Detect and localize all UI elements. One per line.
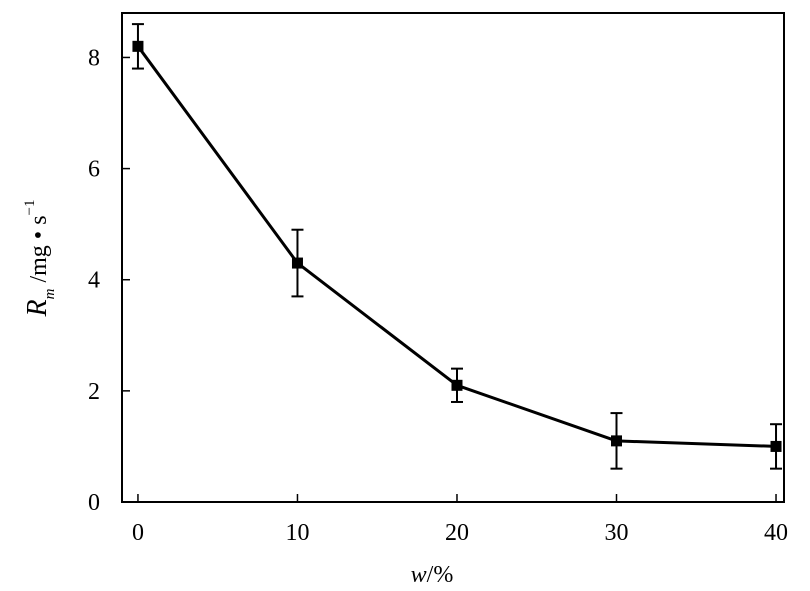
x-tick-label: 40 xyxy=(764,520,788,546)
data-point-marker xyxy=(132,40,144,52)
y-tick-label: 6 xyxy=(88,157,100,183)
axis-ticks: 0 10 20 30 40 0 2 4 6 8 xyxy=(88,45,788,546)
data-point-marker xyxy=(451,379,463,391)
data-point-marker xyxy=(770,440,782,452)
y-axis-title: Rm /mg • s−1 xyxy=(22,200,58,318)
y-tick-label: 0 xyxy=(88,490,100,516)
data-point-marker xyxy=(611,435,623,447)
y-tick-label: 8 xyxy=(88,45,100,71)
x-tick-label: 20 xyxy=(445,520,469,546)
y-tick-label: 2 xyxy=(88,379,100,405)
x-tick-label: 0 xyxy=(132,520,144,546)
plot-frame xyxy=(121,12,785,503)
x-tick-label: 10 xyxy=(285,520,309,546)
data-point-marker xyxy=(291,257,303,269)
x-axis-title: w/% xyxy=(411,562,454,588)
y-tick-label: 4 xyxy=(88,268,100,294)
data-series xyxy=(131,23,783,470)
x-tick-label: 30 xyxy=(605,520,629,546)
